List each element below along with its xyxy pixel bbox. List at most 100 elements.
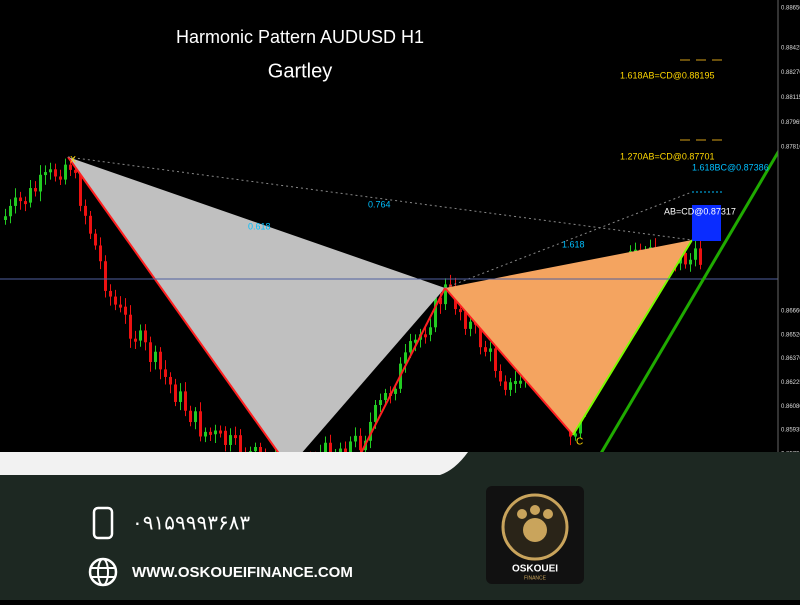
candle-body xyxy=(339,448,342,454)
candle-body xyxy=(154,351,157,363)
candle-body xyxy=(429,327,432,335)
candle-body xyxy=(114,296,117,305)
candle-body xyxy=(694,248,697,260)
candle-body xyxy=(359,435,362,451)
candle-body xyxy=(99,245,102,262)
candle-body xyxy=(354,435,357,442)
banner-body xyxy=(0,475,778,600)
candle-body xyxy=(204,431,207,437)
candle-body xyxy=(214,430,217,435)
candle-body xyxy=(14,197,17,206)
candle-body xyxy=(4,216,7,220)
candle-body xyxy=(49,169,52,173)
bcd-triangle xyxy=(445,240,692,435)
candle-body xyxy=(194,411,197,423)
candle-body xyxy=(139,330,142,341)
price-label: 0.85935 xyxy=(781,428,800,434)
candle-body xyxy=(144,330,147,343)
annotation: 1.270AB=CD@0.87701 xyxy=(620,151,714,161)
candle-body xyxy=(689,259,692,265)
candle-body xyxy=(469,321,472,329)
candle-body xyxy=(324,442,327,455)
candle-body xyxy=(89,215,92,234)
cd-leg xyxy=(572,239,693,436)
logo-paw xyxy=(543,509,553,519)
ab-leg xyxy=(359,287,446,456)
phone-icon xyxy=(92,506,114,540)
candle-body xyxy=(44,172,47,176)
candle-body xyxy=(374,405,377,422)
candle-body xyxy=(234,435,237,439)
annotation: 1.618AB=CD@0.88195 xyxy=(620,70,714,80)
candle-body xyxy=(59,176,62,180)
candle-body xyxy=(424,334,427,338)
candle-body xyxy=(459,309,462,313)
candle-body xyxy=(414,339,417,343)
logo-sub: FINANCE xyxy=(524,575,547,581)
candle-body xyxy=(224,430,227,445)
candle-body xyxy=(84,205,87,216)
candle-body xyxy=(189,410,192,423)
point-label: C xyxy=(576,437,583,448)
candle-body xyxy=(574,433,577,437)
candle-body xyxy=(169,376,172,385)
candle-body xyxy=(479,324,482,348)
candle-body xyxy=(404,352,407,364)
candle-body xyxy=(439,297,442,305)
candle-body xyxy=(24,201,27,205)
candle-body xyxy=(79,169,82,206)
candle-body xyxy=(484,347,487,352)
phone-number[interactable]: ۰۹۱۵۹۹۹۳۶۸۳ xyxy=(132,511,250,535)
xa-leg xyxy=(67,156,281,456)
price-label: 0.88425 xyxy=(781,45,800,51)
globe-icon xyxy=(97,558,109,586)
bd-line xyxy=(444,191,693,289)
candle-body xyxy=(119,304,122,308)
candle-body xyxy=(94,233,97,246)
logo-name: OSKOUEI xyxy=(512,564,558,575)
xab-triangle xyxy=(68,157,445,455)
candle-body xyxy=(219,430,222,434)
candle-body xyxy=(519,380,522,384)
candle-body xyxy=(54,169,57,177)
candle-body xyxy=(129,314,132,339)
candle-body xyxy=(494,348,497,371)
candle-body xyxy=(409,341,412,353)
price-label: 0.88115 xyxy=(781,95,800,101)
website[interactable]: WWW.OSKOUEIFINANCE.COM xyxy=(132,564,353,581)
candle-body xyxy=(259,446,262,455)
ratio-label: 0.618 xyxy=(248,221,271,231)
pattern-name: Gartley xyxy=(268,60,332,82)
banner-edge xyxy=(0,452,468,475)
candle-body xyxy=(349,441,352,458)
annotation: 1.618BC@0.87386 xyxy=(692,162,769,172)
chart-title: Harmonic Pattern AUDUSD H1 xyxy=(176,27,424,47)
candle-body xyxy=(509,382,512,390)
price-axis xyxy=(778,0,800,600)
ratio-label: 1.618 xyxy=(562,239,585,249)
candle-body xyxy=(514,380,517,384)
candle-body xyxy=(179,391,182,402)
prz-box xyxy=(692,205,721,241)
candle-body xyxy=(504,381,507,390)
candle-body xyxy=(239,435,242,456)
candle-body xyxy=(684,252,687,265)
candle-body xyxy=(379,400,382,406)
candle-body xyxy=(29,188,32,203)
candle-body xyxy=(69,164,72,170)
candle-body xyxy=(434,297,437,328)
candle-body xyxy=(104,261,107,291)
candle-body xyxy=(124,306,127,315)
candle-body xyxy=(164,369,167,377)
ratio-label: 0.764 xyxy=(368,199,391,209)
candle-body xyxy=(464,312,467,329)
candle-body xyxy=(174,384,177,402)
candle-body xyxy=(384,393,387,401)
